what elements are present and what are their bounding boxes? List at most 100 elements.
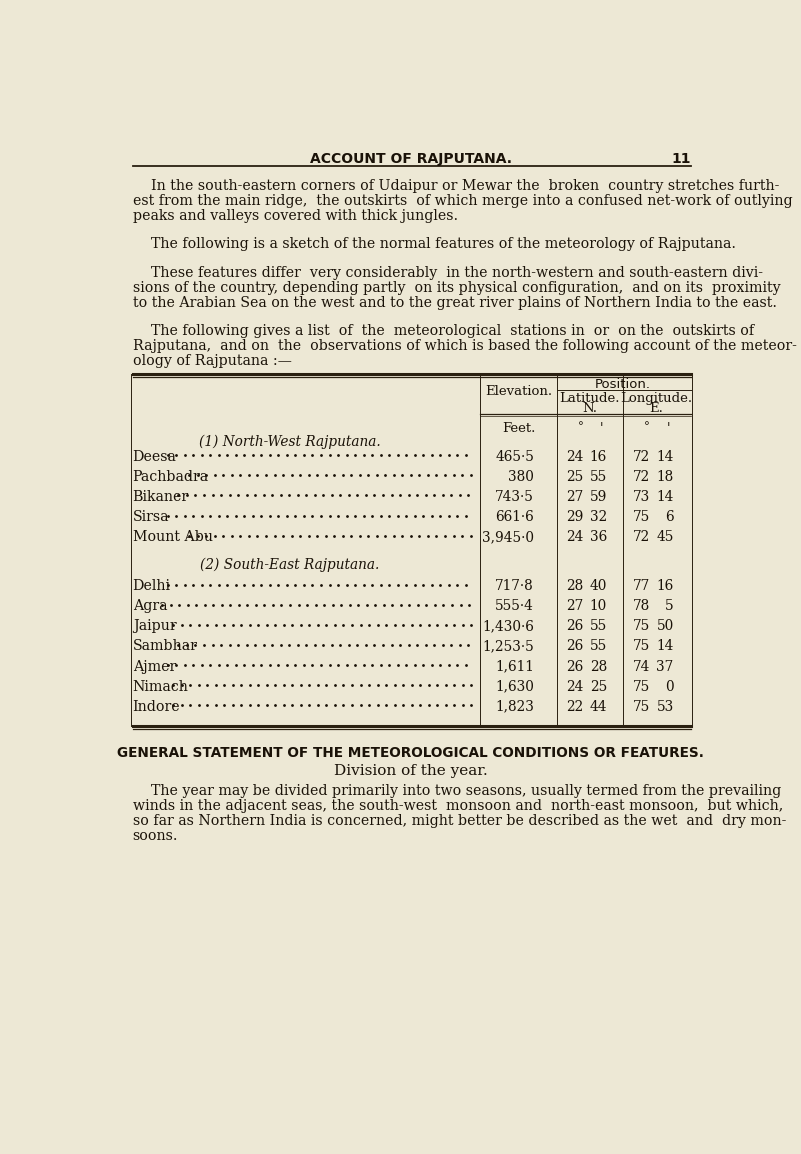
Text: 55: 55 [590, 639, 607, 653]
Text: 0: 0 [665, 680, 674, 694]
Text: ': ' [600, 421, 603, 435]
Text: 26: 26 [566, 659, 584, 674]
Text: The following gives a list  of  the  meteorological  stations in  or  on the  ou: The following gives a list of the meteor… [133, 324, 754, 338]
Text: 28: 28 [590, 659, 607, 674]
Text: 14: 14 [656, 450, 674, 464]
Text: Rajputana,  and on  the  observations of which is based the following account of: Rajputana, and on the observations of wh… [133, 339, 796, 353]
Text: 661·6: 661·6 [495, 510, 534, 524]
Text: 11: 11 [671, 152, 690, 166]
Text: Jaipur: Jaipur [133, 620, 176, 634]
Text: 1,611: 1,611 [495, 659, 534, 674]
Text: soons.: soons. [133, 830, 178, 844]
Text: The year may be divided primarily into two seasons, usually termed from the prev: The year may be divided primarily into t… [133, 785, 781, 799]
Text: Bikaner: Bikaner [133, 490, 189, 504]
Text: 25: 25 [590, 680, 607, 694]
Text: Delhi: Delhi [133, 579, 171, 593]
Text: 380: 380 [509, 470, 534, 484]
Text: est from the main ridge,  the outskirts  of which merge into a confused net-work: est from the main ridge, the outskirts o… [133, 194, 792, 208]
Text: Agra: Agra [133, 599, 167, 614]
Text: 18: 18 [656, 470, 674, 484]
Text: Division of the year.: Division of the year. [334, 764, 488, 778]
Text: 29: 29 [566, 510, 584, 524]
Text: 16: 16 [590, 450, 607, 464]
Text: Ajmer: Ajmer [133, 659, 176, 674]
Text: 50: 50 [656, 620, 674, 634]
Text: 14: 14 [656, 490, 674, 504]
Text: 75: 75 [633, 639, 650, 653]
Text: Latitude.: Latitude. [560, 392, 620, 405]
Text: ology of Rajputana :—: ology of Rajputana :— [133, 354, 292, 368]
Text: 1,823: 1,823 [495, 699, 534, 713]
Text: 53: 53 [656, 699, 674, 713]
Text: 14: 14 [656, 639, 674, 653]
Text: 75: 75 [633, 680, 650, 694]
Text: 1,253·5: 1,253·5 [482, 639, 534, 653]
Text: sions of the country, depending partly  on its physical configuration,  and on i: sions of the country, depending partly o… [133, 280, 780, 294]
Text: 24: 24 [566, 530, 584, 545]
Text: °: ° [644, 421, 650, 435]
Text: 75: 75 [633, 510, 650, 524]
Text: The following is a sketch of the normal features of the meteorology of Rajputana: The following is a sketch of the normal … [133, 237, 735, 252]
Text: Nimach: Nimach [133, 680, 188, 694]
Text: °: ° [578, 421, 584, 435]
Text: 10: 10 [590, 599, 607, 614]
Text: N.: N. [582, 402, 598, 414]
Text: 74: 74 [633, 659, 650, 674]
Text: 555·4: 555·4 [495, 599, 534, 614]
Text: 37: 37 [656, 659, 674, 674]
Text: ACCOUNT OF RAJPUTANA.: ACCOUNT OF RAJPUTANA. [310, 152, 512, 166]
Text: 1,630: 1,630 [495, 680, 534, 694]
Text: winds in the adjacent seas, the south-west  monsoon and  north-east monsoon,  bu: winds in the adjacent seas, the south-we… [133, 800, 783, 814]
Text: Indore: Indore [133, 699, 180, 713]
Text: 73: 73 [633, 490, 650, 504]
Text: Mount Abu: Mount Abu [133, 530, 213, 545]
Text: 24: 24 [566, 450, 584, 464]
Text: 24: 24 [566, 680, 584, 694]
Text: 1,430·6: 1,430·6 [482, 620, 534, 634]
Text: so far as Northern India is concerned, might better be described as the wet  and: so far as Northern India is concerned, m… [133, 815, 786, 829]
Text: peaks and valleys covered with thick jungles.: peaks and valleys covered with thick jun… [133, 209, 458, 223]
Text: 16: 16 [656, 579, 674, 593]
Text: (1) North-West Rajputana.: (1) North-West Rajputana. [199, 435, 380, 449]
Text: 44: 44 [590, 699, 607, 713]
Text: Elevation.: Elevation. [485, 385, 552, 398]
Text: Sambhar: Sambhar [133, 639, 198, 653]
Text: 5: 5 [665, 599, 674, 614]
Text: 36: 36 [590, 530, 607, 545]
Text: to the Arabian Sea on the west and to the great river plains of Northern India t: to the Arabian Sea on the west and to th… [133, 295, 777, 309]
Text: 59: 59 [590, 490, 607, 504]
Text: In the south-eastern corners of Udaipur or Mewar the  broken  country stretches : In the south-eastern corners of Udaipur … [133, 179, 779, 193]
Text: 72: 72 [633, 470, 650, 484]
Text: 32: 32 [590, 510, 607, 524]
Text: (2) South-East Rajputana.: (2) South-East Rajputana. [200, 557, 380, 572]
Text: 27: 27 [566, 490, 584, 504]
Text: 465·5: 465·5 [495, 450, 534, 464]
Text: These features differ  very considerably  in the north-western and south-eastern: These features differ very considerably … [133, 265, 763, 279]
Text: 6: 6 [665, 510, 674, 524]
Text: Longitude.: Longitude. [621, 392, 693, 405]
Text: 78: 78 [633, 599, 650, 614]
Text: 22: 22 [566, 699, 584, 713]
Text: 72: 72 [633, 530, 650, 545]
Text: 26: 26 [566, 620, 584, 634]
Text: 45: 45 [656, 530, 674, 545]
Text: Sirsa: Sirsa [133, 510, 169, 524]
Text: 26: 26 [566, 639, 584, 653]
Text: 72: 72 [633, 450, 650, 464]
Text: Deesa: Deesa [133, 450, 176, 464]
Text: GENERAL STATEMENT OF THE METEOROLOGICAL CONDITIONS OR FEATURES.: GENERAL STATEMENT OF THE METEOROLOGICAL … [118, 745, 704, 759]
Text: ': ' [666, 421, 670, 435]
Text: 77: 77 [633, 579, 650, 593]
Text: 40: 40 [590, 579, 607, 593]
Text: Pachbadra: Pachbadra [133, 470, 209, 484]
Text: 55: 55 [590, 470, 607, 484]
Text: Feet.: Feet. [502, 421, 535, 435]
Text: Position.: Position. [595, 377, 651, 391]
Text: 25: 25 [566, 470, 584, 484]
Text: 75: 75 [633, 699, 650, 713]
Text: 75: 75 [633, 620, 650, 634]
Text: 28: 28 [566, 579, 584, 593]
Text: 717·8: 717·8 [495, 579, 534, 593]
Text: 3,945·0: 3,945·0 [482, 530, 534, 545]
Text: 743·5: 743·5 [495, 490, 534, 504]
